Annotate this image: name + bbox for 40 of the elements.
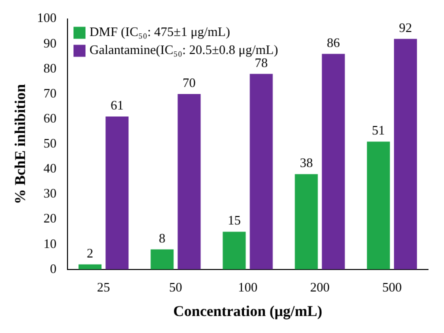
x-tick-label: 200 (310, 280, 330, 295)
data-label: 8 (158, 230, 166, 246)
data-label: 86 (326, 34, 340, 50)
data-label: 2 (86, 245, 94, 260)
data-label: 61 (110, 97, 124, 112)
y-tick-label: 100 (37, 10, 56, 26)
y-tick-label: 70 (44, 85, 56, 100)
data-label: 92 (398, 20, 412, 35)
y-tick-label: 50 (44, 136, 56, 151)
y-axis-title: % BchE inhibition (12, 83, 29, 204)
bar (394, 38, 417, 270)
y-tick-label: 0 (50, 260, 56, 276)
data-label: 51 (372, 122, 385, 138)
bar (366, 142, 390, 270)
x-tick-label: 100 (238, 280, 258, 295)
y-tick-label: 10 (44, 236, 56, 251)
y-tick-label: 60 (44, 110, 56, 126)
data-label: 15 (228, 212, 241, 228)
bar (150, 249, 174, 270)
data-label: 38 (300, 155, 313, 170)
x-tick-label: 25 (97, 280, 110, 295)
bar (294, 174, 318, 270)
bar (78, 264, 102, 270)
legend-label: Galantamine(IC₅₀: 20.5±0.8 μg/mL) (90, 42, 278, 58)
y-tick-label: 30 (44, 186, 56, 201)
y-tick-label: 40 (44, 160, 56, 176)
y-tick-label: 20 (44, 210, 56, 226)
x-tick-label: 50 (169, 280, 182, 295)
legend-label: DMF (IC₅₀: 475±1 μg/mL) (90, 24, 230, 40)
bar (250, 74, 273, 270)
bar (106, 116, 129, 270)
bar (322, 54, 345, 270)
x-axis-title: Concentration (μg/mL) (173, 304, 322, 320)
y-tick-label: 90 (44, 35, 56, 50)
bar (222, 232, 246, 270)
y-tick-label: 80 (44, 60, 56, 76)
data-label: 78 (254, 54, 268, 70)
data-label: 70 (182, 74, 196, 90)
bar (178, 94, 201, 270)
x-tick-label: 500 (382, 280, 402, 295)
